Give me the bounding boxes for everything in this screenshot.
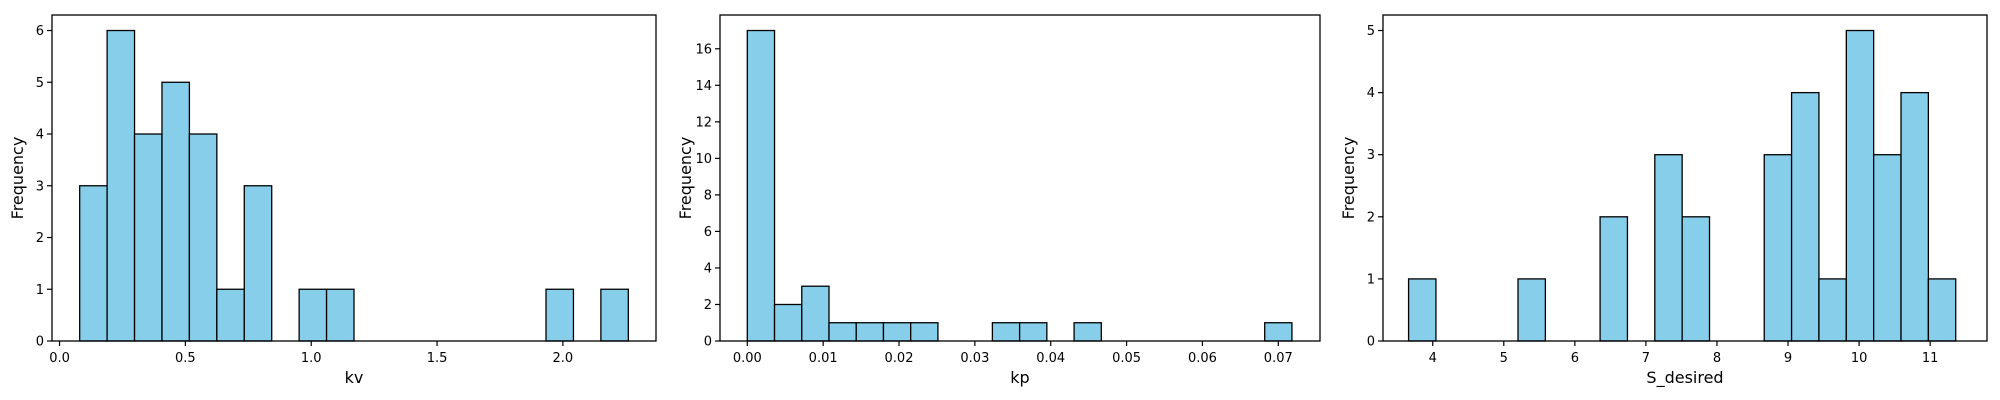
x-tick-label: 0.02 <box>885 351 914 366</box>
y-axis-label: Frequency <box>1339 137 1358 220</box>
histogram-bar <box>1845 29 1875 342</box>
histogram-bar <box>298 288 328 342</box>
histogram-bar <box>79 185 108 342</box>
histogram-bar <box>161 81 191 342</box>
y-tick-label: 4 <box>704 261 712 276</box>
histogram-bar <box>991 322 1021 342</box>
y-tick-label: 2 <box>36 231 44 246</box>
y-tick-label: 3 <box>36 179 44 194</box>
histogram-bar <box>855 322 885 342</box>
histogram-bar <box>1654 154 1683 342</box>
histogram-bar <box>1790 91 1820 342</box>
x-tick-label: 0.03 <box>960 351 989 366</box>
histogram-bar <box>910 322 939 342</box>
histogram-bar <box>773 303 803 342</box>
y-tick-label: 5 <box>36 76 44 91</box>
y-tick-label: 16 <box>695 42 712 57</box>
y-tick-label: 0 <box>36 335 44 350</box>
y-tick-label: 0 <box>704 335 712 350</box>
x-tick-label: 9 <box>1784 351 1792 366</box>
y-tick-label: 5 <box>1367 24 1375 39</box>
histogram-panel-s-desired: 4 5 6 7 8 9 10 11 0 1 2 3 4 5 S_desired Frequency <box>1339 14 1988 388</box>
histogram-bar <box>746 29 776 342</box>
histogram-bar <box>545 288 575 342</box>
histogram-bar <box>188 133 218 342</box>
x-tick-label: 6 <box>1571 351 1579 366</box>
histogram-bar <box>1927 278 1957 342</box>
x-tick-label: 0.07 <box>1264 351 1293 366</box>
histogram-bar <box>1599 216 1629 342</box>
x-tick-label: 0.00 <box>733 351 762 366</box>
x-axis-label: S_desired <box>1646 368 1723 388</box>
histogram-bar <box>325 288 355 342</box>
x-tick-label: 2.0 <box>553 351 574 366</box>
x-axis-label: kv <box>345 368 364 387</box>
histogram-bar <box>1018 322 1048 342</box>
histogram-bar <box>243 185 273 342</box>
y-tick-label: 3 <box>1367 148 1375 163</box>
x-tick-label: 5 <box>1500 351 1508 366</box>
x-tick-label: 1.5 <box>427 351 448 366</box>
x-tick-label: 4 <box>1429 351 1437 366</box>
histogram-bar <box>828 322 857 342</box>
y-tick-label: 0 <box>1367 335 1375 350</box>
histogram-bar <box>801 285 830 342</box>
x-tick-label: 0.01 <box>809 351 838 366</box>
y-axis-label: Frequency <box>8 137 27 220</box>
x-tick-label: 8 <box>1713 351 1721 366</box>
x-tick-label: 11 <box>1922 351 1939 366</box>
histogram-bar <box>1073 322 1102 342</box>
x-tick-label: 0.06 <box>1188 351 1217 366</box>
x-tick-label: 0.0 <box>49 351 70 366</box>
axes-frame <box>1382 14 1988 342</box>
x-tick-label: 0.04 <box>1036 351 1065 366</box>
y-tick-label: 1 <box>1367 272 1375 287</box>
histogram-bar <box>1681 216 1711 342</box>
y-tick-label: 2 <box>1367 210 1375 225</box>
histogram-bar <box>1407 278 1437 342</box>
y-tick-label: 10 <box>695 152 712 167</box>
y-tick-label: 2 <box>704 298 712 313</box>
histogram-bar <box>1517 278 1547 342</box>
y-axis-label: Frequency <box>676 137 695 220</box>
y-tick-label: 6 <box>36 24 44 39</box>
histogram-bar <box>106 29 136 342</box>
y-tick-label: 4 <box>1367 86 1375 101</box>
x-tick-label: 1.0 <box>301 351 322 366</box>
histogram-bar <box>1818 278 1847 342</box>
y-tick-label: 14 <box>695 79 712 94</box>
y-tick-label: 4 <box>36 128 44 143</box>
histogram-bar <box>882 322 912 342</box>
y-tick-label: 12 <box>695 115 712 130</box>
y-tick-label: 1 <box>36 283 44 298</box>
y-tick-label: 8 <box>704 188 712 203</box>
y-tick-label: 6 <box>704 225 712 240</box>
x-tick-label: 0.5 <box>175 351 196 366</box>
axes-frame <box>719 14 1321 342</box>
histogram-bar <box>133 133 163 342</box>
histogram-bar <box>1763 154 1793 342</box>
histogram-bar <box>1900 91 1930 342</box>
x-axis-label: kp <box>1010 368 1029 387</box>
histogram-panel-kv: 0.0 0.5 1.0 1.5 2.0 0 1 2 3 4 5 6 kv Frequency <box>8 14 657 387</box>
histogram-panel-kp: 0.00 0.01 0.02 0.03 0.04 0.05 0.06 0.07 0 2 4 6 8 10 1… <box>676 14 1321 387</box>
x-tick-label: 10 <box>1851 351 1868 366</box>
histogram-bar <box>1873 154 1902 342</box>
histogram-bar <box>216 288 245 342</box>
x-tick-label: 0.05 <box>1112 351 1141 366</box>
histogram-bar <box>600 288 629 342</box>
axes-frame <box>51 14 657 342</box>
histogram-bar <box>1264 322 1293 342</box>
x-tick-label: 7 <box>1642 351 1650 366</box>
